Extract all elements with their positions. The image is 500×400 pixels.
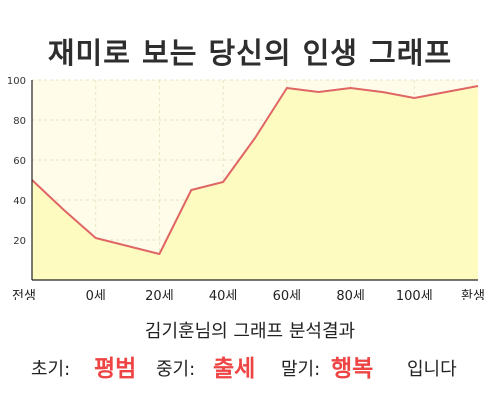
x-tick-label-12: 100세	[396, 289, 433, 300]
x-tick-label-14: 환생	[461, 289, 485, 300]
y-tick-label-4: 100	[7, 76, 26, 87]
y-tick-labels: 20 40 60 80 100	[7, 76, 26, 247]
y-tick-label-3: 80	[13, 116, 26, 127]
chart-title: 재미로 보는 당신의 인생 그래프	[47, 36, 453, 70]
y-tick-label-2: 60	[13, 156, 26, 167]
result-suffix: 입니다	[407, 359, 457, 380]
early-value: 평범	[94, 356, 137, 382]
result-name-line: 김기훈님의 그래프 분석결과	[144, 321, 356, 342]
y-tick-label-1: 40	[13, 196, 26, 207]
x-tick-labels: 전생 0세 20세 40세 60세 80세 100세 환생	[12, 289, 485, 300]
late-label: 말기:	[281, 359, 321, 380]
x-tick-label-10: 80세	[336, 289, 365, 300]
x-tick-label-0: 전생	[12, 289, 36, 300]
y-tick-label-0: 20	[13, 236, 26, 247]
x-tick-label-8: 60세	[273, 289, 302, 300]
x-tick-label-4: 20세	[145, 289, 174, 300]
x-tick-label-6: 40세	[209, 289, 238, 300]
middle-label: 중기:	[156, 359, 196, 380]
series-line	[31, 85, 479, 255]
late-value: 행복	[331, 356, 374, 382]
result-line: 초기: 평범 중기: 출세 말기: 행복 입니다	[0, 349, 500, 382]
x-tick-label-2: 0세	[86, 289, 106, 300]
life-graph-chart: 20 40 60 80 100 전생 0세 20세 40세 60세 80세 100세 환생	[7, 76, 485, 300]
middle-value: 출세	[213, 356, 256, 382]
area-fill	[32, 86, 478, 280]
early-label: 초기:	[31, 359, 71, 380]
